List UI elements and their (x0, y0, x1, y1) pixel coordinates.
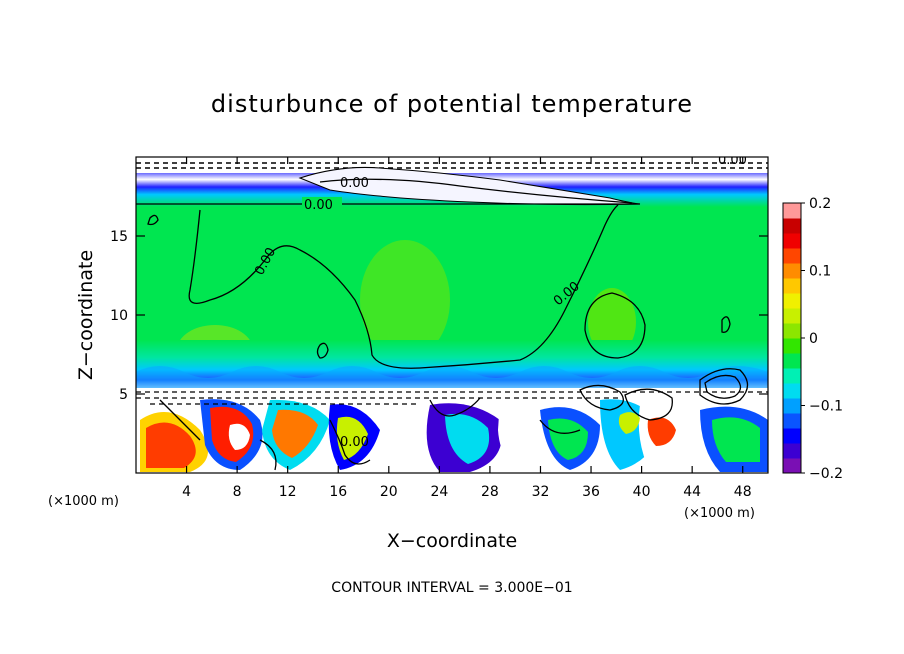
x-axis-unit-right: (×1000 m) (684, 506, 755, 521)
plot-area: 0.00 0.00 0.00 0.00 0.00 0.00 (136, 153, 768, 473)
colorbar-swatch (783, 203, 801, 219)
colorbar-swatch (783, 383, 801, 399)
turbulent-cell (618, 412, 640, 434)
colorbar-swatch (783, 293, 801, 309)
contour-label: 0.00 (340, 176, 369, 191)
contour-label: 0.00 (340, 435, 369, 450)
y-tick-label: 10 (110, 308, 128, 324)
x-tick-label: 32 (532, 484, 550, 500)
contour-line (579, 384, 624, 411)
y-axis: 5 10 15 (110, 229, 768, 403)
top-dashes (136, 162, 768, 169)
contour-line (188, 204, 619, 369)
turbulent-cell (712, 417, 760, 462)
turbulent-cell (445, 413, 490, 464)
contour-line (329, 419, 371, 465)
colorbar-swatch (783, 248, 801, 264)
contour-line (721, 316, 731, 333)
contour-line (699, 368, 749, 405)
contour-line (316, 342, 329, 359)
x-axis-unit-left: (×1000 m) (48, 494, 119, 509)
zero-contours (147, 204, 749, 471)
x-tick-label: 24 (430, 484, 448, 500)
colorbar-swatch (783, 353, 801, 369)
colorbar-swatch (783, 398, 801, 414)
colorbar-tick-label: −0.1 (809, 399, 843, 415)
colorbar (782, 202, 802, 474)
colorbar-tick-label: −0.2 (809, 466, 843, 482)
contour-labels: 0.00 0.00 0.00 0.00 0.00 0.00 (252, 153, 747, 450)
x-axis: 4 8 12 16 20 24 28 32 36 40 44 48 (182, 157, 752, 500)
top-blob (298, 166, 641, 206)
colorbar-swatch (783, 278, 801, 294)
contour-line (259, 439, 277, 471)
colorbar-swatch (783, 233, 801, 249)
contour-line (624, 388, 673, 421)
colorbar-swatch (783, 368, 801, 384)
colorbar-swatch (783, 263, 801, 279)
y-tick-label: 5 (119, 387, 128, 403)
contour-interval-note: CONTOUR INTERVAL = 3.000E−01 (331, 580, 572, 596)
x-tick-label: 48 (734, 484, 752, 500)
x-axis-label: X−coordinate (387, 530, 517, 552)
wave-band (136, 366, 768, 390)
turbulent-cell (498, 399, 545, 470)
turbulent-cell (336, 416, 368, 460)
x-tick-label: 20 (380, 484, 398, 500)
top-white-band (136, 157, 768, 173)
turbulent-cell (380, 399, 443, 468)
x-tick-label: 4 (182, 484, 191, 500)
contour-line (539, 419, 581, 434)
x-tick-label: 28 (481, 484, 499, 500)
contour-line (704, 374, 742, 399)
x-tick-label: 36 (582, 484, 600, 500)
colorbar-swatch (783, 323, 801, 339)
contour-label-bg (302, 197, 342, 210)
colorbar-tick-label: 0 (809, 331, 818, 347)
contour-label: 0.00 (304, 198, 333, 213)
x-tick-label: 44 (683, 484, 701, 500)
colorbar-swatch (783, 458, 801, 474)
x-tick-label: 12 (279, 484, 297, 500)
y-axis-label: Z−coordinate (75, 250, 97, 380)
turbulent-field (140, 399, 768, 472)
contour-line (319, 178, 633, 204)
colorbar-swatch (783, 413, 801, 429)
contour-line (159, 399, 201, 441)
x-tick-label: 8 (233, 484, 242, 500)
turbulent-cell (272, 409, 318, 458)
colorbar-swatch (783, 308, 801, 324)
colorbar-swatch (783, 428, 801, 444)
x-tick-label: 40 (633, 484, 651, 500)
turbulent-cell (548, 418, 588, 460)
chart-title: disturbunce of potential temperature (211, 90, 693, 118)
colorbar-ticks: 0.2 0.1 0 −0.1 −0.2 (801, 196, 843, 482)
colorbar-swatch (783, 338, 801, 354)
contour-line (147, 214, 159, 226)
contour-line (429, 397, 481, 417)
contour-label: 0.00 (718, 153, 747, 168)
warm-patch (360, 240, 450, 360)
turbulent-cell (647, 417, 676, 446)
warm-patch (588, 288, 636, 356)
colorbar-swatch (783, 218, 801, 234)
y-tick-label: 15 (110, 229, 128, 245)
contour-line (584, 292, 646, 359)
turbulent-cell (146, 422, 196, 468)
colorbar-swatch (783, 443, 801, 459)
x-tick-label: 16 (329, 484, 347, 500)
colorbar-tick-label: 0.2 (809, 196, 831, 212)
colorbar-tick-label: 0.1 (809, 264, 831, 280)
turbulent-cell (228, 423, 250, 450)
